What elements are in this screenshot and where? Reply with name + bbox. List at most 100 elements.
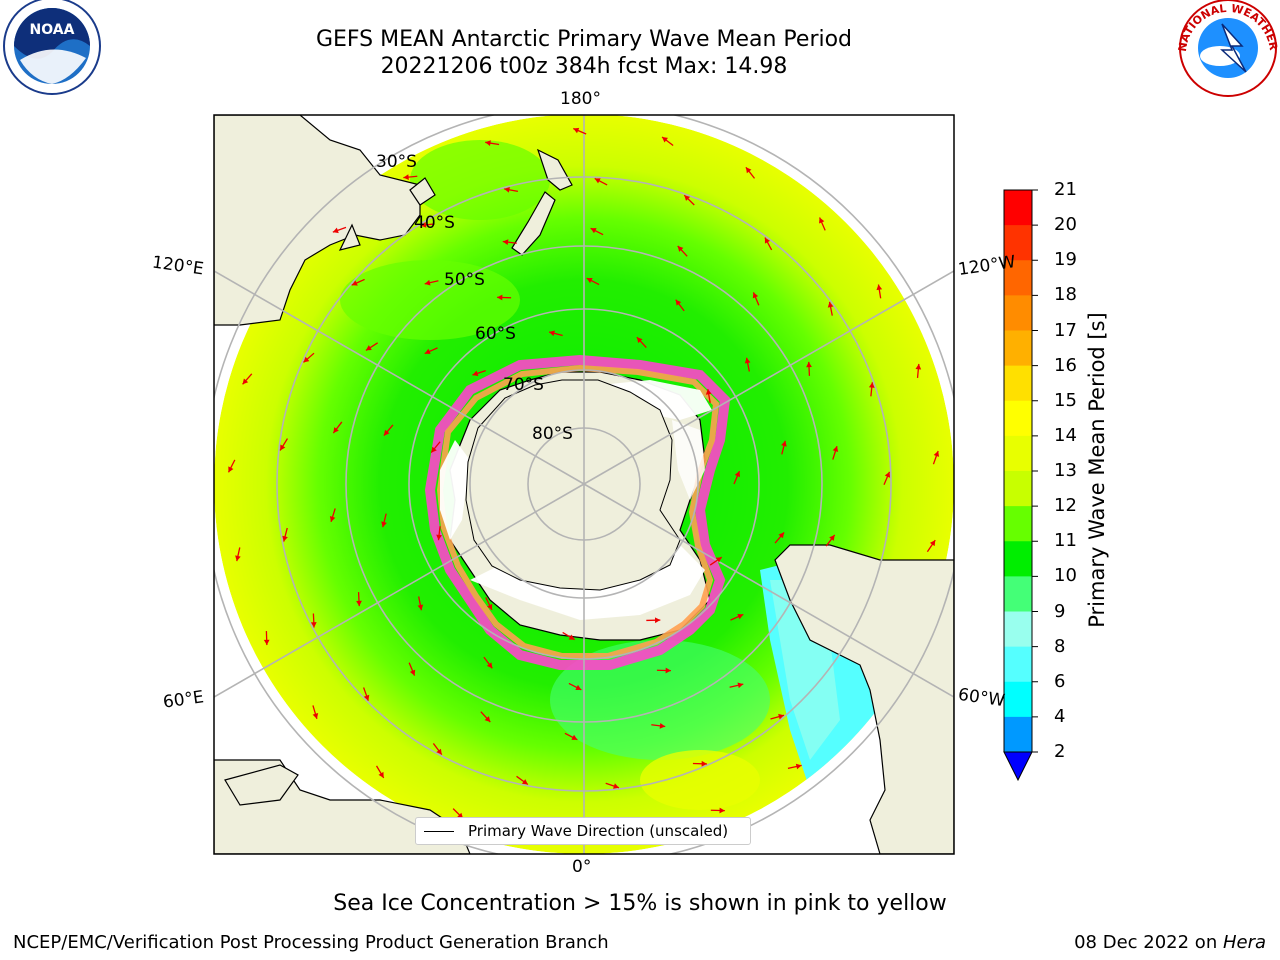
lat-label-60s: 60°S — [475, 324, 516, 344]
colorbar-tick-label: 17 — [1054, 319, 1077, 341]
wave-arrow-head — [829, 534, 835, 541]
lat-label-30s: 30°S — [376, 152, 417, 172]
colorbar-tick-label: 15 — [1054, 389, 1077, 411]
wave-arrow-head — [734, 471, 741, 478]
colorbar-segment — [1004, 260, 1032, 296]
wave-arrow-head — [764, 237, 770, 244]
colorbar-segment — [1004, 646, 1032, 683]
map-frame — [213, 114, 955, 855]
wave-arrow-head — [351, 280, 358, 286]
wave-arrow-head — [228, 466, 234, 473]
wave-arrow-head — [806, 361, 812, 368]
wave-arrow-head — [752, 292, 759, 299]
wave-arrow-head — [744, 357, 751, 364]
wave-arrow-head — [719, 807, 725, 814]
wave-arrow-head — [333, 427, 339, 434]
wave-arrow-head — [363, 694, 370, 701]
wave-arrow-head — [665, 667, 671, 674]
wave-arrow-head — [575, 684, 582, 690]
colorbar-extend-triangle — [1003, 751, 1033, 782]
wave-arrow-head — [868, 382, 875, 388]
colorbar-segment — [1004, 471, 1032, 507]
wave-arrow-head — [472, 370, 479, 377]
colorbar-label: Primary Wave Mean Period [s] — [1085, 312, 1109, 628]
sea-ice-note: Sea Ice Concentration > 15% is shown in … — [333, 891, 947, 916]
wave-arrow-head — [497, 294, 503, 301]
wave-arrow-head — [636, 337, 643, 344]
wave-arrow-head — [827, 301, 834, 308]
lat-label-80s: 80°S — [532, 424, 573, 444]
wave-arrow-head — [568, 634, 575, 640]
wave-arrow-head — [310, 622, 317, 628]
lat-label-70s: 70°S — [503, 375, 544, 395]
legend-label: Primary Wave Direction (unscaled) — [468, 822, 729, 840]
map-legend: Primary Wave Direction (unscaled) — [415, 817, 751, 845]
wave-arrow-head — [312, 712, 319, 719]
wave-arrow-head — [403, 174, 409, 180]
colorbar-segment — [1004, 365, 1032, 402]
wave-arrow-head — [778, 713, 784, 720]
noaa-logo-icon: NOAA — [3, 0, 101, 95]
colorbar-tick-label: 14 — [1054, 424, 1077, 446]
colorbar-tick-label: 10 — [1054, 565, 1077, 587]
wave-arrow-head — [502, 239, 509, 245]
colorbar-tick-label: 18 — [1054, 284, 1077, 306]
footer-host: Hera — [1222, 932, 1266, 953]
wave-arrow-head — [662, 136, 668, 143]
map-subtitle-run: 20221206 t00z 384h fcst Max: 14.98 — [380, 54, 788, 79]
wave-arrow-head — [737, 613, 744, 620]
colorbar-segment — [1004, 611, 1032, 648]
wave-arrow-head — [235, 555, 241, 562]
lat-label-40s: 40°S — [414, 213, 455, 233]
wave-arrow-head — [832, 446, 839, 453]
colorbar-segment — [1004, 435, 1032, 472]
wave-arrow-head — [659, 723, 666, 729]
lon-label-180: 180° — [560, 89, 601, 109]
wave-arrow-head — [424, 279, 431, 286]
wave-arrow-head — [332, 227, 339, 234]
wave-arrow-head — [654, 617, 661, 624]
wave-arrow-head — [781, 440, 787, 447]
wave-arrow-head — [929, 540, 936, 547]
wave-arrow-head — [487, 603, 493, 610]
wave-arrow-head — [381, 521, 387, 528]
legend-line-icon — [424, 831, 454, 832]
wave-arrow-head — [263, 639, 270, 646]
colorbar-segment — [1004, 506, 1032, 542]
wave-arrow-head — [378, 771, 384, 778]
wave-arrow-head — [365, 345, 372, 351]
footer-date: 08 Dec 2022 on Hera — [1074, 932, 1266, 953]
colorbar-segment — [1004, 190, 1032, 226]
wave-arrow-head — [485, 140, 491, 146]
colorbar-tick-label: 19 — [1054, 249, 1077, 271]
wave-arrow-head — [715, 557, 722, 563]
colorbar-segment — [1004, 541, 1032, 577]
footer-credit: NCEP/EMC/Verification Post Processing Pr… — [13, 932, 609, 953]
graticule — [214, 115, 954, 854]
colorbar-segment — [1004, 716, 1032, 753]
wave-arrow-head — [420, 222, 427, 228]
wave-arrow-head — [424, 348, 431, 355]
wave-arrow-head — [677, 246, 684, 252]
wave-arrow-head — [280, 444, 286, 451]
wave-arrow-head — [586, 278, 593, 284]
lon-label-0: 0° — [572, 857, 592, 877]
wave-arrow-head — [571, 734, 578, 740]
colorbar-segment — [1004, 400, 1032, 437]
wave-arrow-head — [701, 760, 707, 767]
colorbar-segment — [1004, 295, 1032, 331]
map-title: GEFS MEAN Antarctic Primary Wave Mean Pe… — [315, 27, 853, 52]
wave-arrow-head — [915, 363, 922, 370]
wave-arrow-head — [242, 378, 249, 385]
wave-arrow-head — [504, 186, 510, 193]
wave-arrow-head — [549, 330, 555, 337]
colorbar-tick-label: 21 — [1054, 179, 1077, 200]
wave-arrow-head — [521, 779, 528, 785]
wave-arrow-head — [383, 429, 390, 436]
wave-arrow-head — [594, 178, 601, 184]
wave-arrow-head — [705, 389, 712, 395]
colorbar — [1003, 189, 1038, 782]
noaa-logo-text: NOAA — [30, 22, 75, 38]
wave-direction-arrows — [227, 127, 940, 839]
